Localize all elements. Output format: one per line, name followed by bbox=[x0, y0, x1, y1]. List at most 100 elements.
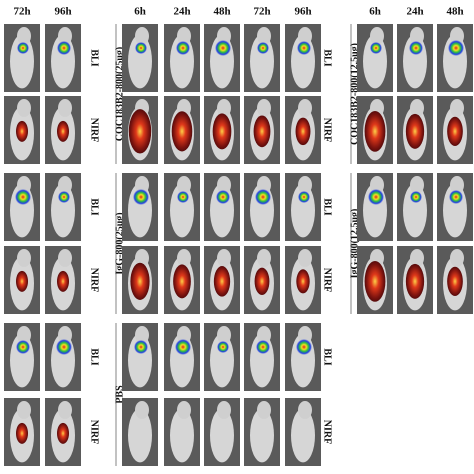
row-label: NIRF bbox=[322, 268, 333, 292]
mouse-head bbox=[17, 249, 31, 267]
nirf-image bbox=[437, 246, 473, 314]
mouse-head bbox=[298, 176, 312, 194]
bli-image bbox=[285, 173, 321, 241]
nirf-image bbox=[164, 246, 200, 314]
bli-signal bbox=[368, 189, 384, 205]
nirf-signal bbox=[16, 270, 28, 292]
group-label: COC183B2-800(12.5ug) bbox=[349, 43, 360, 145]
bli-signal bbox=[15, 189, 31, 205]
nirf-signal bbox=[57, 270, 69, 292]
mouse-body bbox=[128, 408, 152, 463]
nirf-signal bbox=[405, 113, 425, 149]
mouse-head bbox=[410, 27, 424, 45]
nirf-image bbox=[244, 398, 280, 466]
bli-image bbox=[437, 173, 473, 241]
nirf-signal bbox=[16, 120, 28, 142]
nirf-signal bbox=[130, 262, 150, 300]
group-label: IgG-800(25ug) bbox=[114, 212, 125, 274]
nirf-image bbox=[285, 398, 321, 466]
mouse-head bbox=[257, 326, 271, 344]
nirf-signal bbox=[405, 263, 425, 299]
bli-signal bbox=[297, 41, 311, 55]
column-header: 96h bbox=[294, 6, 311, 18]
mouse-head bbox=[58, 27, 72, 45]
bli-image bbox=[4, 323, 40, 391]
bli-image bbox=[357, 173, 393, 241]
mouse-head bbox=[217, 326, 231, 344]
nirf-image bbox=[122, 96, 158, 164]
nirf-signal bbox=[128, 109, 152, 154]
nirf-image bbox=[397, 96, 433, 164]
nirf-image bbox=[357, 96, 393, 164]
column-header: 24h bbox=[173, 6, 190, 18]
bli-image bbox=[122, 24, 158, 92]
mouse-body bbox=[291, 408, 315, 463]
nirf-signal bbox=[364, 110, 386, 152]
row-label: BLI bbox=[89, 198, 100, 215]
mouse-head bbox=[177, 176, 191, 194]
bli-signal bbox=[175, 339, 191, 355]
mouse-head bbox=[135, 249, 149, 267]
bli-signal bbox=[296, 339, 312, 355]
row-label: NIRF bbox=[322, 420, 333, 444]
column-header: 6h bbox=[369, 6, 381, 18]
mouse-head bbox=[177, 249, 191, 267]
nirf-image bbox=[285, 246, 321, 314]
bli-signal bbox=[215, 40, 231, 56]
column-header: 48h bbox=[446, 6, 463, 18]
bli-image bbox=[244, 323, 280, 391]
column-header: 72h bbox=[13, 6, 30, 18]
nirf-image bbox=[164, 398, 200, 466]
bli-image bbox=[164, 323, 200, 391]
mouse-head bbox=[177, 401, 191, 419]
nirf-signal bbox=[447, 266, 463, 296]
nirf-signal bbox=[213, 266, 231, 297]
mouse-body bbox=[210, 408, 234, 463]
row-label: BLI bbox=[89, 348, 100, 365]
bli-signal bbox=[133, 189, 149, 205]
bli-image bbox=[204, 24, 240, 92]
nirf-image bbox=[437, 96, 473, 164]
group-label: PBS bbox=[114, 385, 125, 404]
row-label: BLI bbox=[89, 49, 100, 66]
bli-image bbox=[45, 24, 81, 92]
bli-image bbox=[4, 24, 40, 92]
nirf-image bbox=[4, 246, 40, 314]
bli-image bbox=[45, 173, 81, 241]
row-label: NIRF bbox=[89, 268, 100, 292]
mouse-head bbox=[135, 401, 149, 419]
nirf-signal bbox=[16, 422, 28, 444]
mouse-head bbox=[257, 27, 271, 45]
bli-signal bbox=[448, 40, 464, 56]
mouse-head bbox=[217, 99, 231, 117]
bli-image bbox=[122, 323, 158, 391]
bli-image bbox=[204, 323, 240, 391]
mouse-head bbox=[17, 326, 31, 344]
mouse-head bbox=[298, 401, 312, 419]
nirf-signal bbox=[171, 111, 193, 152]
bli-signal bbox=[16, 340, 30, 354]
bli-signal bbox=[257, 42, 269, 54]
bli-image bbox=[397, 173, 433, 241]
bli-signal bbox=[409, 41, 423, 55]
nirf-signal bbox=[57, 422, 69, 444]
nirf-signal bbox=[447, 116, 463, 146]
mouse-head bbox=[298, 99, 312, 117]
nirf-image bbox=[4, 96, 40, 164]
nirf-signal bbox=[364, 260, 386, 302]
nirf-image bbox=[357, 246, 393, 314]
column-header: 6h bbox=[134, 6, 146, 18]
column-header: 96h bbox=[54, 6, 71, 18]
mouse-head bbox=[257, 249, 271, 267]
mouse-body bbox=[250, 408, 274, 463]
bli-signal bbox=[298, 191, 310, 203]
bli-signal bbox=[255, 189, 271, 205]
nirf-image bbox=[204, 398, 240, 466]
bli-signal bbox=[256, 340, 270, 354]
bli-image bbox=[4, 173, 40, 241]
mouse-head bbox=[58, 401, 72, 419]
nirf-image bbox=[397, 246, 433, 314]
column-header: 48h bbox=[213, 6, 230, 18]
mouse-head bbox=[58, 249, 72, 267]
bli-image bbox=[397, 24, 433, 92]
